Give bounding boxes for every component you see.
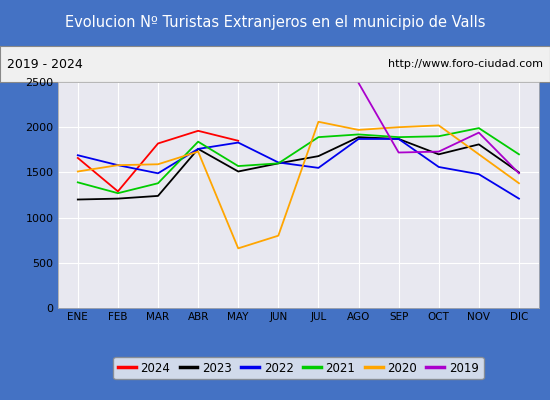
- Text: 2019 - 2024: 2019 - 2024: [7, 58, 82, 70]
- Text: Evolucion Nº Turistas Extranjeros en el municipio de Valls: Evolucion Nº Turistas Extranjeros en el …: [65, 16, 485, 30]
- Text: http://www.foro-ciudad.com: http://www.foro-ciudad.com: [388, 59, 543, 69]
- Legend: 2024, 2023, 2022, 2021, 2020, 2019: 2024, 2023, 2022, 2021, 2020, 2019: [113, 357, 483, 379]
